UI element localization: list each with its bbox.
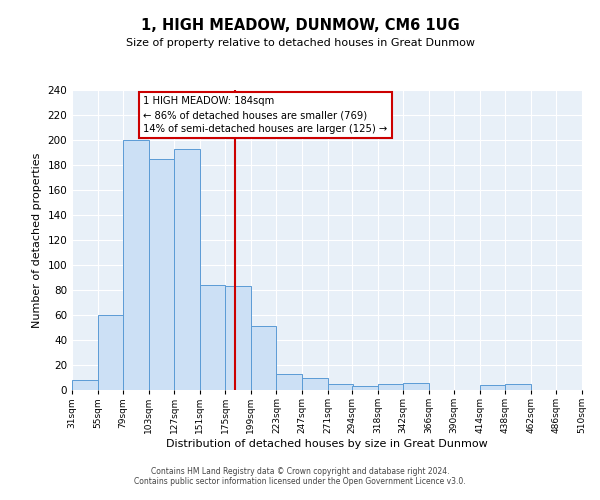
- Bar: [200, 285, 226, 390]
- Y-axis label: Number of detached properties: Number of detached properties: [32, 152, 42, 328]
- Text: Contains HM Land Registry data © Crown copyright and database right 2024.: Contains HM Land Registry data © Crown c…: [151, 467, 449, 476]
- Bar: [377, 384, 403, 390]
- Bar: [505, 384, 531, 390]
- Bar: [352, 386, 377, 390]
- Bar: [226, 286, 251, 390]
- Text: 1 HIGH MEADOW: 184sqm
← 86% of detached houses are smaller (769)
14% of semi-det: 1 HIGH MEADOW: 184sqm ← 86% of detached …: [143, 96, 388, 134]
- Bar: [98, 315, 123, 390]
- Bar: [582, 388, 600, 390]
- Bar: [277, 374, 302, 390]
- Bar: [72, 380, 98, 390]
- Text: Size of property relative to detached houses in Great Dunmow: Size of property relative to detached ho…: [125, 38, 475, 48]
- Bar: [480, 385, 505, 390]
- Bar: [251, 326, 277, 390]
- Bar: [403, 382, 428, 390]
- Bar: [149, 159, 174, 390]
- Bar: [302, 378, 328, 390]
- X-axis label: Distribution of detached houses by size in Great Dunmow: Distribution of detached houses by size …: [166, 439, 488, 449]
- Bar: [174, 149, 200, 390]
- Bar: [123, 140, 149, 390]
- Bar: [328, 384, 353, 390]
- Text: Contains public sector information licensed under the Open Government Licence v3: Contains public sector information licen…: [134, 477, 466, 486]
- Text: 1, HIGH MEADOW, DUNMOW, CM6 1UG: 1, HIGH MEADOW, DUNMOW, CM6 1UG: [140, 18, 460, 32]
